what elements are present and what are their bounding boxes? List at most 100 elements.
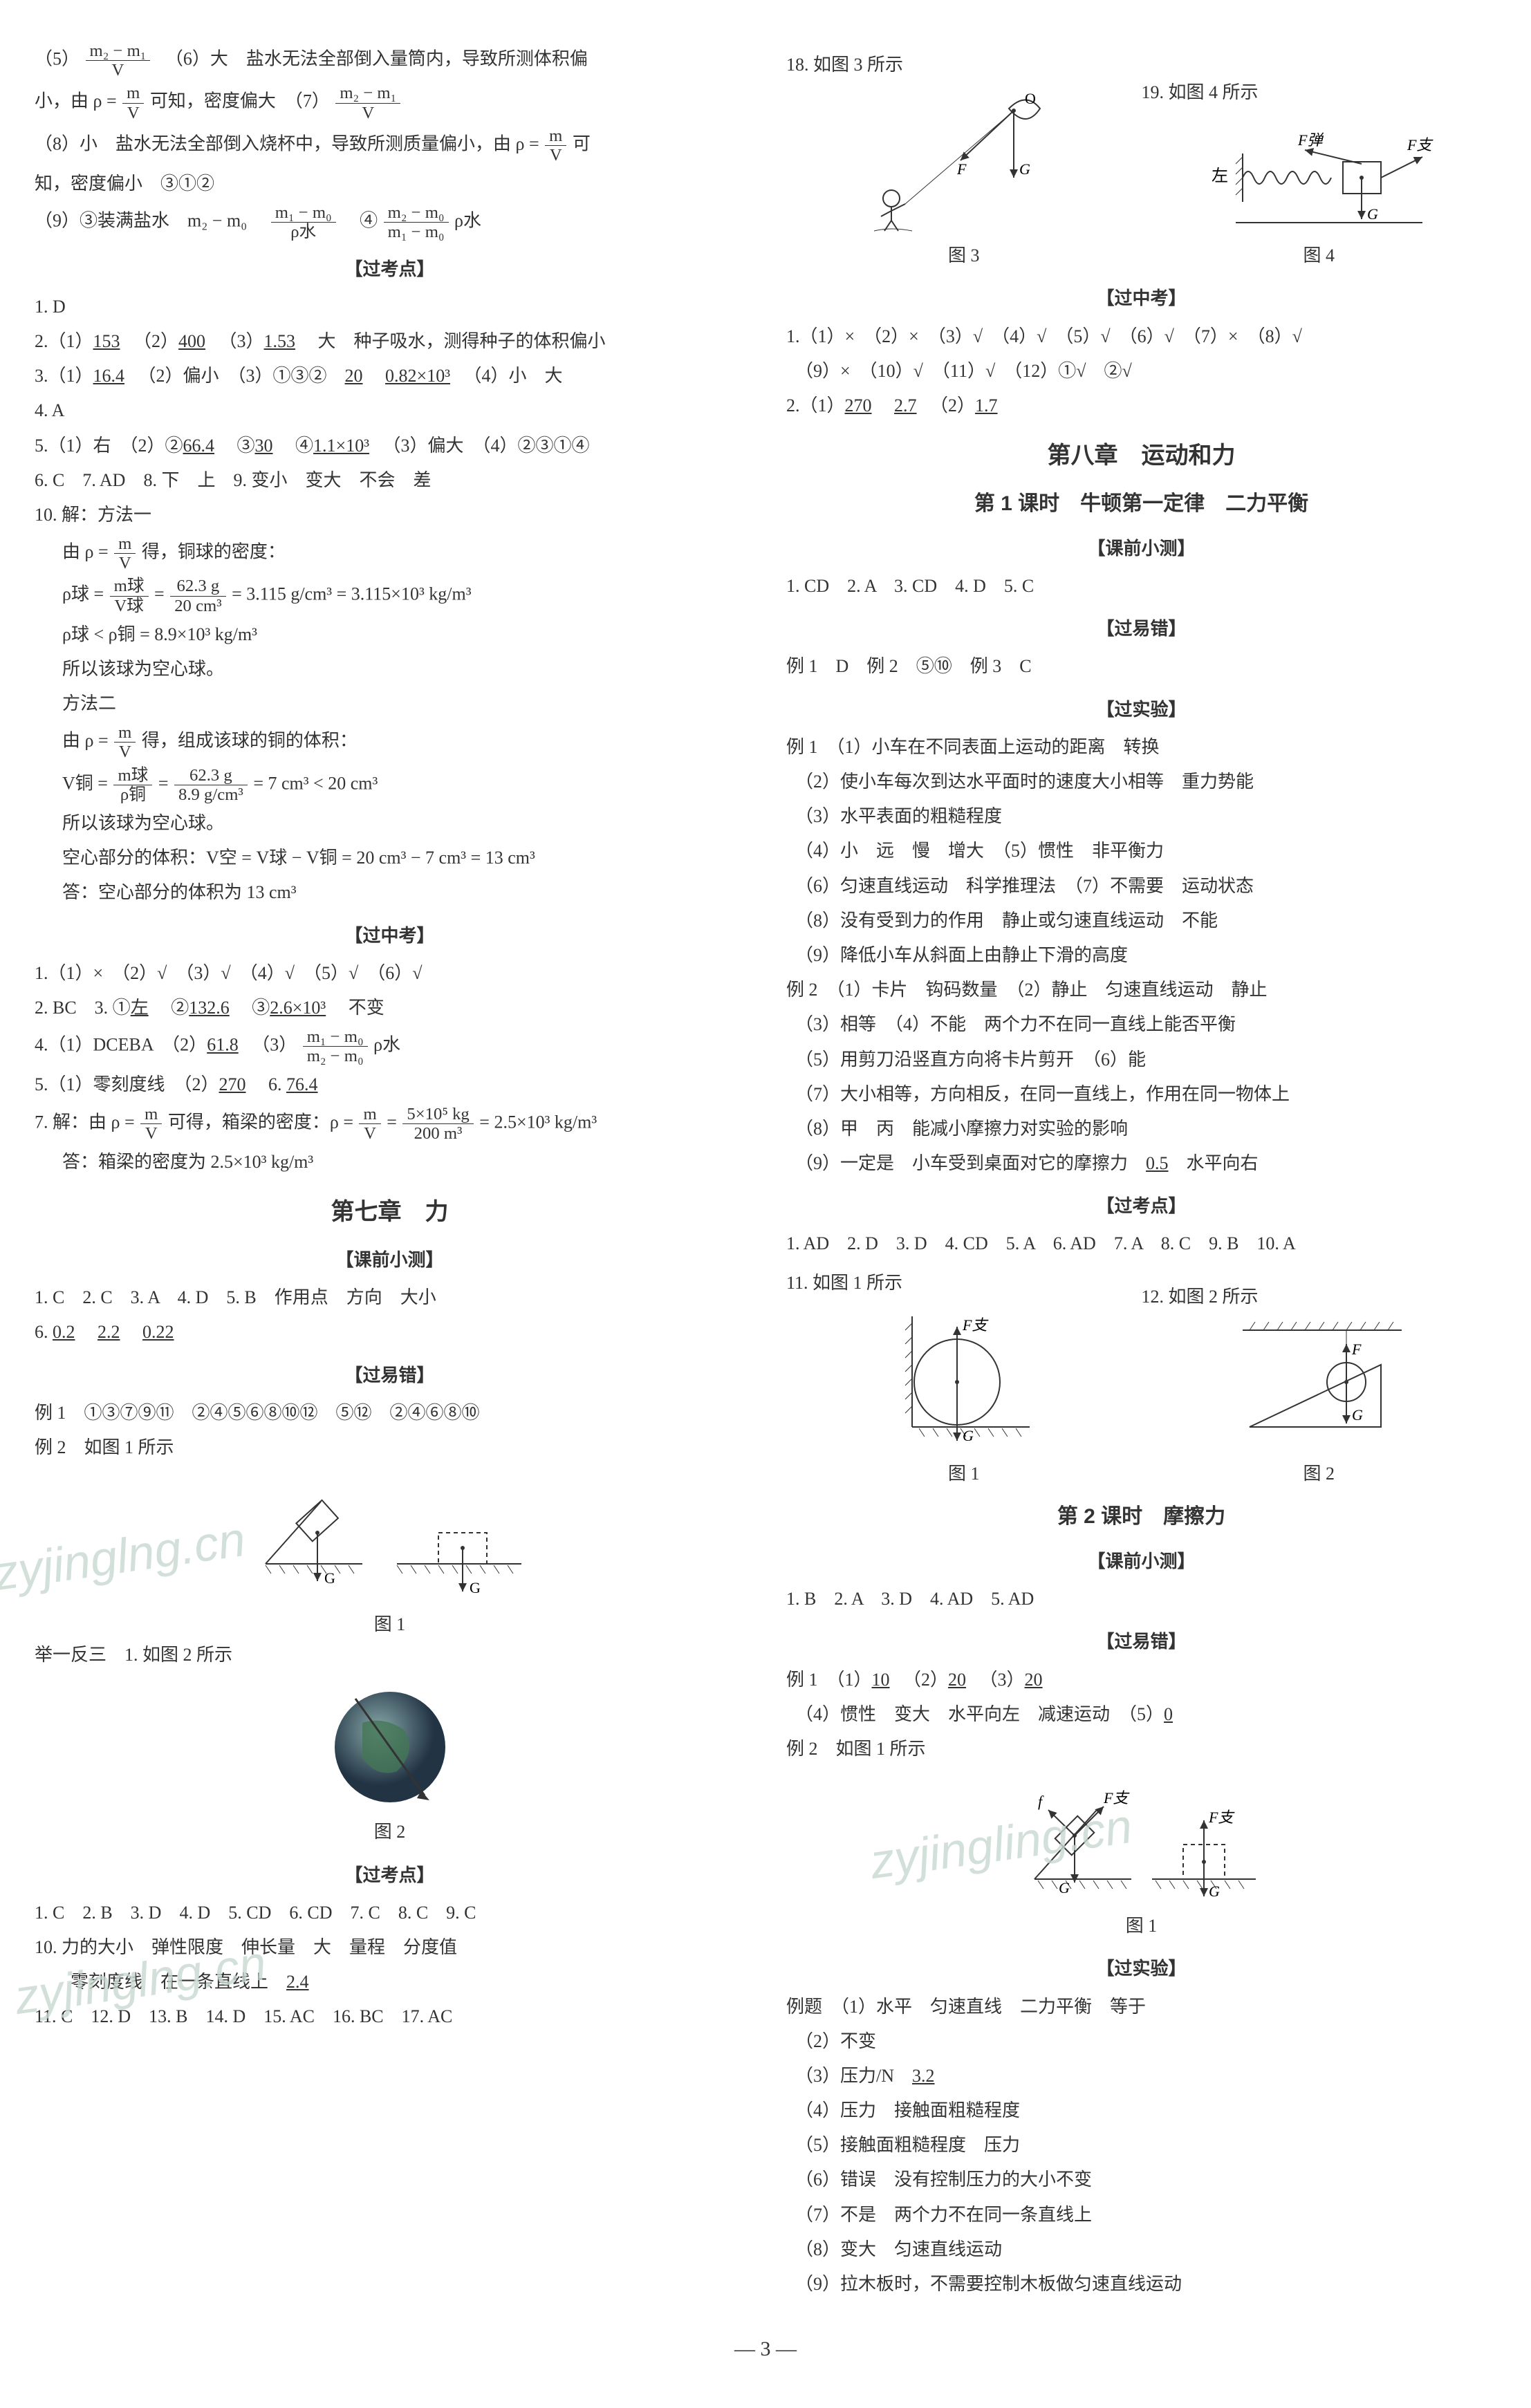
ball-incline-icon: F G [1222,1316,1416,1455]
section-heading: 【过易错】 [786,1627,1496,1657]
label-F: F [1351,1341,1362,1358]
ball-corner-icon: F支 G [884,1303,1043,1455]
text-line: 10. 解：方法一 [35,500,745,530]
text-line: 方法二 [35,689,745,719]
text-line: （9）降低小车从斜面上由静止下滑的高度 [786,940,1496,971]
figure-row-top: 18. 如图 3 所示 O [786,50,1496,271]
text: （9）③装满盐水 m₂ − m₀ [35,211,265,231]
fraction: m₂ − m₁V [86,41,151,80]
figure-row-mid: 11. 如图 1 所示 F支 G 图 [786,1268,1496,1489]
left-column: （5） m₂ − m₁V （6）大 盐水无法全部倒入量筒内，导致所测体积偏 小，… [35,41,745,2304]
text-line: 例 1 D 例 2 ⑤⑩ 例 3 C [786,651,1496,682]
label-Fz2: F支 [1208,1809,1235,1826]
text-line: （9）一定是 小车受到桌面对它的摩擦力 0.5 水平向右 [786,1148,1496,1179]
kite-force-icon: O F G [853,84,1075,236]
figure-s2: f F支 G F支 G 图 1 zyjingling.cn [786,1768,1496,1941]
label-G: G [1352,1406,1363,1424]
chapter-heading: 第八章 运动和力 [786,436,1496,476]
text: （8）小 盐水无法全部倒入烧杯中，导致所测质量偏小，由 ρ = [35,133,544,153]
figure-4: 左 F弹 F支 [1142,112,1497,271]
text-line: （7）大小相等，方向相反，在同一直线上，作用在同一物体上 [786,1079,1496,1110]
fraction: m₁ − m₀ρ水 [271,203,336,241]
friction-diagram-icon: f F支 G F支 G [1021,1768,1263,1907]
text-line: （5） m₂ − m₁V （6）大 盐水无法全部倒入量筒内，导致所测体积偏 [35,41,745,80]
text-line: （8）甲 丙 能减小摩擦力对实验的影响 [786,1114,1496,1144]
label-O: O [1025,90,1036,107]
text-line: 例 2 如图 1 所示 [786,1734,1496,1764]
section-heading: 【过中考】 [35,921,745,951]
fraction: m₂ − m₁V [335,84,400,122]
text: 小，由 ρ = [35,91,121,111]
label-G1: G [1059,1879,1070,1896]
label-left: 左 [1212,167,1228,185]
label-Fz: F支 [962,1316,989,1334]
text-line: 答：箱梁的密度为 2.5×10³ kg/m³ [35,1147,745,1177]
text: （5） [35,49,80,69]
text-line: 1. C 2. B 3. D 4. D 5. CD 6. CD 7. C 8. … [35,1898,745,1928]
text-line: 2.（1）270 2.7 （2）1.7 [786,391,1496,421]
label-f: f [1038,1793,1044,1810]
figure-caption: 图 3 [786,241,1142,271]
text-line: 小，由 ρ = mV 可知，密度偏大 （7） m₂ − m₁V [35,84,745,122]
text-line: 10. 力的大小 弹性限度 伸长量 大 量程 分度值 [35,1932,745,1963]
text-line: （3）相等 （4）不能 两个力不在同一直线上能否平衡 [786,1009,1496,1040]
label-Ft: F弹 [1297,131,1324,149]
text-line: 6. 0.2 2.2 0.22 [35,1317,745,1347]
label-Fz: F支 [1407,136,1433,153]
label-G2: G [470,1579,481,1596]
text: 可知，密度偏大 （7） [150,91,330,111]
label-G2: G [1209,1883,1220,1900]
section-heading: 第 2 课时 摩擦力 [786,1499,1496,1534]
text-line: 例题 （1）水平 匀速直线 二力平衡 等于 [786,1992,1496,2022]
figure-caption: 图 2 [35,1817,745,1847]
section-heading: 【课前小测】 [786,534,1496,564]
text-line: （9）③装满盐水 m₂ − m₀ m₁ − m₀ρ水 ④ m₂ − m₀m₁ −… [35,203,745,241]
text-line: （2）不变 [786,2026,1496,2057]
text-line: 例 1 （1）10 （2）20 （3）20 [786,1665,1496,1695]
figure-caption: 图 1 [786,1459,1142,1489]
fraction: mV [545,127,566,165]
text-line: （5）用剪刀沿竖直方向将卡片剪开 （6）能 [786,1045,1496,1075]
text-line: 零刻度线 在一条直线上 2.4 zyjinglng.cn [35,1967,745,1997]
force-diagram-icon: G G [245,1467,535,1605]
figure-caption: 图 4 [1142,241,1497,271]
section-heading: 【课前小测】 [786,1547,1496,1577]
text-line: 19. 如图 4 所示 [1142,77,1497,108]
text-line: 举一反三 1. 如图 2 所示 [35,1640,745,1670]
text-line: 18. 如图 3 所示 [786,50,1142,80]
text: 可 [573,133,591,153]
text-line: 1. D [35,292,745,322]
page-number: — 3 — [35,2331,1496,2367]
text-line: 所以该球为空心球。 [35,654,745,684]
text-line: 1. CD 2. A 3. CD 4. D 5. C [786,571,1496,601]
text-line: 例 2 （1）卡片 钩码数量 （2）静止 匀速直线运动 静止 [786,975,1496,1005]
text-line: （3）水平表面的粗糙程度 [786,801,1496,832]
text-line: 4. A [35,395,745,426]
text-line: （2）使小车每次到达水平面时的速度大小相等 重力势能 [786,767,1496,797]
fraction: m₂ − m₀m₁ − m₀ [384,203,449,241]
text-line: ρ球 < ρ铜 = 8.9×10³ kg/m³ [35,619,745,650]
figure-1: G G zyjinglng.cn 图 1 [35,1467,745,1640]
text-line: （4）惯性 变大 水平向左 减速运动 （5）0 [786,1699,1496,1730]
figure-caption: 图 1 [786,1911,1496,1941]
text-line: （9）拉木板时，不需要控制木板做匀速直线运动 [786,2269,1496,2299]
text-line: 知，密度偏小 ③①② [35,169,745,199]
label-G: G [1367,205,1378,223]
text-line: 1.（1）× （2）× （3）√ （4）√ （5）√ （6）√ （7）× （8）… [786,321,1496,352]
section-heading: 【过实验】 [786,1954,1496,1984]
figure-caption: 图 2 [1142,1459,1497,1489]
text-line: 5.（1）右 （2）②66.4 ③30 ④1.1×10³ （3）偏大 （4）②③… [35,431,745,461]
text-line: 由 ρ = mV 得，铜球的密度： [35,534,745,572]
section-heading: 【过实验】 [786,695,1496,725]
text-line: 由 ρ = mV 得，组成该球的铜的体积： [35,723,745,761]
text-line: 6. C 7. AD 8. 下 上 9. 变小 变大 不会 差 [35,465,745,496]
text-line: 3.（1）16.4 （2）偏小 （3）①③② 20 0.82×10³ （4）小 … [35,361,745,391]
figure-r2: F G 图 2 [1142,1316,1497,1489]
text-line: 例 2 如图 1 所示 [35,1432,745,1463]
text-line: （5）接触面粗糙程度 压力 [786,2130,1496,2160]
label-Fz1: F支 [1103,1789,1130,1807]
text-line: （8）变大 匀速直线运动 [786,2234,1496,2265]
text-line: ρ球 = m球V球 = 62.3 g20 cm³ = 3.115 g/cm³ =… [35,577,745,615]
chapter-heading: 第七章 力 [35,1193,745,1233]
section-heading: 第 1 课时 牛顿第一定律 二力平衡 [786,486,1496,521]
